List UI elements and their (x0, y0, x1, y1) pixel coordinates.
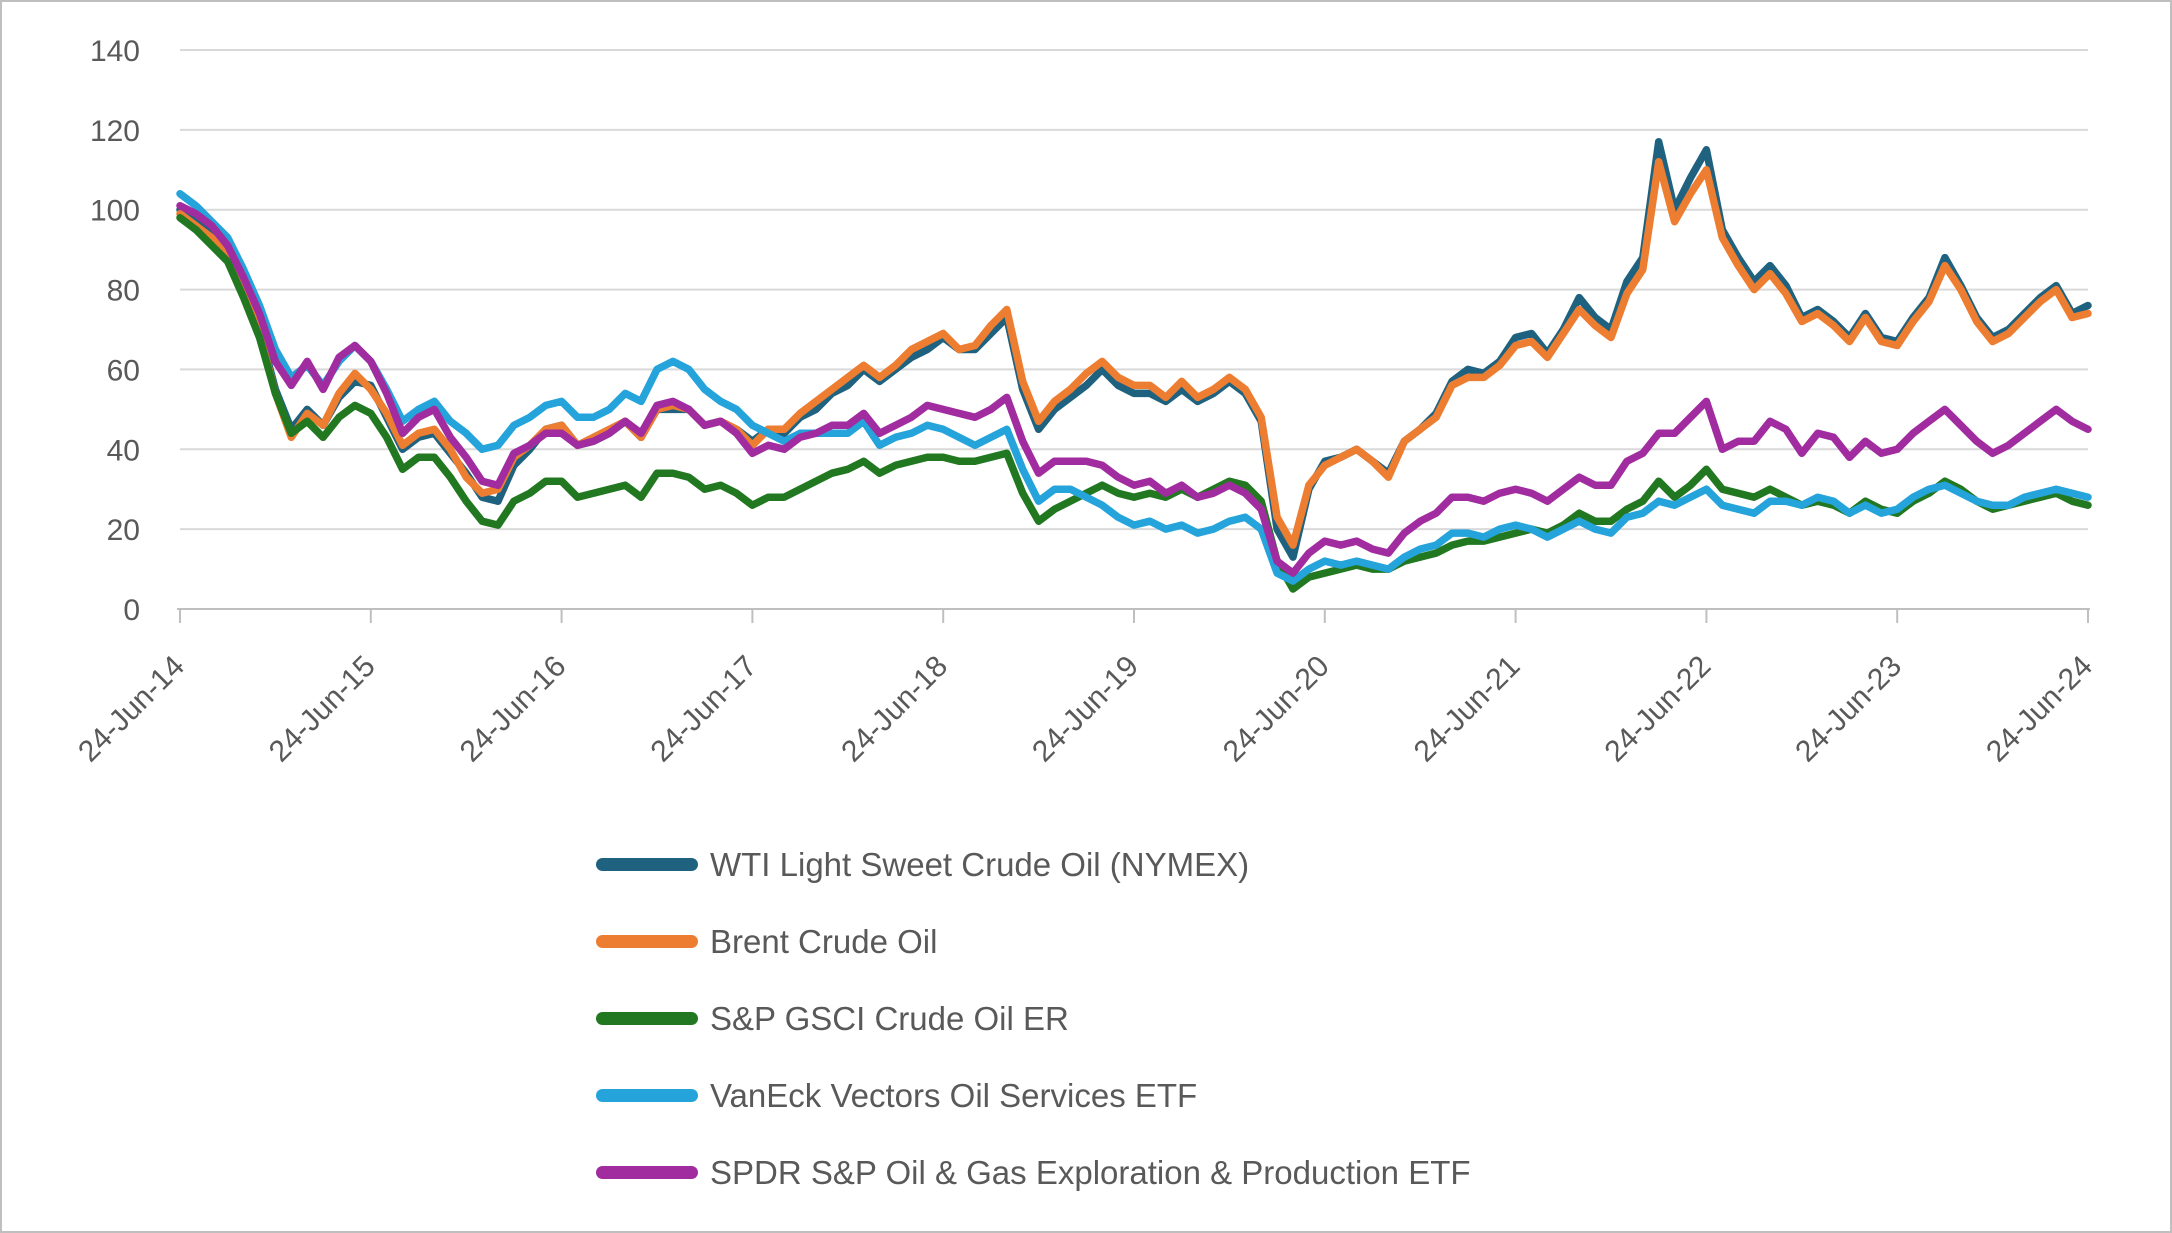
legend-item-brent: Brent Crude Oil (596, 903, 1471, 980)
x-tick-label: 24-Jun-22 (1598, 650, 1717, 769)
x-tick-label: 24-Jun-23 (1789, 650, 1908, 769)
legend-item-vaneck: VanEck Vectors Oil Services ETF (596, 1057, 1471, 1134)
legend-label-vaneck: VanEck Vectors Oil Services ETF (710, 1076, 1198, 1114)
x-axis (177, 608, 2090, 623)
y-tick-label: 140 (90, 35, 140, 68)
series-line-0 (176, 138, 2092, 561)
legend-swatch-vaneck-icon (596, 1089, 698, 1102)
x-tick-label: 24-Jun-18 (835, 650, 954, 769)
legend-swatch-wti-icon (596, 858, 698, 871)
legend-item-spdr: SPDR S&P Oil & Gas Exploration & Product… (596, 1134, 1471, 1211)
legend-swatch-gsci-icon (596, 1012, 698, 1025)
chart-legend: WTI Light Sweet Crude Oil (NYMEX) Brent … (596, 826, 1471, 1211)
x-tick-label: 24-Jun-24 (1980, 650, 2099, 769)
legend-swatch-spdr-icon (596, 1166, 698, 1179)
x-tick-label: 24-Jun-21 (1408, 650, 1527, 769)
x-tick-label: 24-Jun-20 (1217, 650, 1336, 769)
y-tick-label: 40 (107, 434, 140, 467)
y-tick-label: 60 (107, 354, 140, 387)
legend-item-wti: WTI Light Sweet Crude Oil (NYMEX) (596, 826, 1471, 903)
x-tick-label: 24-Jun-17 (644, 650, 763, 769)
series-line-2 (176, 213, 2092, 593)
series-line-3 (176, 189, 2092, 585)
series-line-1 (176, 158, 2092, 549)
y-tick-label: 20 (107, 514, 140, 547)
legend-item-gsci: S&P GSCI Crude Oil ER (596, 980, 1471, 1057)
x-tick-label: 24-Jun-16 (454, 650, 573, 769)
legend-label-gsci: S&P GSCI Crude Oil ER (710, 999, 1069, 1037)
series-line-4 (176, 201, 2092, 577)
x-tick-label: 24-Jun-19 (1026, 650, 1145, 769)
y-axis-labels: 0 20 40 60 80 100 120 140 (90, 35, 140, 627)
legend-swatch-brent-icon (596, 935, 698, 948)
y-tick-label: 120 (90, 115, 140, 148)
legend-label-wti: WTI Light Sweet Crude Oil (NYMEX) (710, 845, 1250, 883)
x-tick-label: 24-Jun-14 (72, 650, 191, 769)
legend-label-spdr: SPDR S&P Oil & Gas Exploration & Product… (710, 1153, 1471, 1191)
legend-label-brent: Brent Crude Oil (710, 922, 938, 960)
y-tick-label: 80 (107, 275, 140, 308)
x-tick-label: 24-Jun-15 (263, 650, 382, 769)
y-tick-label: 100 (90, 195, 140, 228)
gridlines (180, 49, 2088, 531)
x-axis-labels: 24-Jun-14 24-Jun-15 24-Jun-16 24-Jun-17 24-J… (72, 650, 2099, 769)
y-tick-label: 0 (123, 594, 140, 627)
